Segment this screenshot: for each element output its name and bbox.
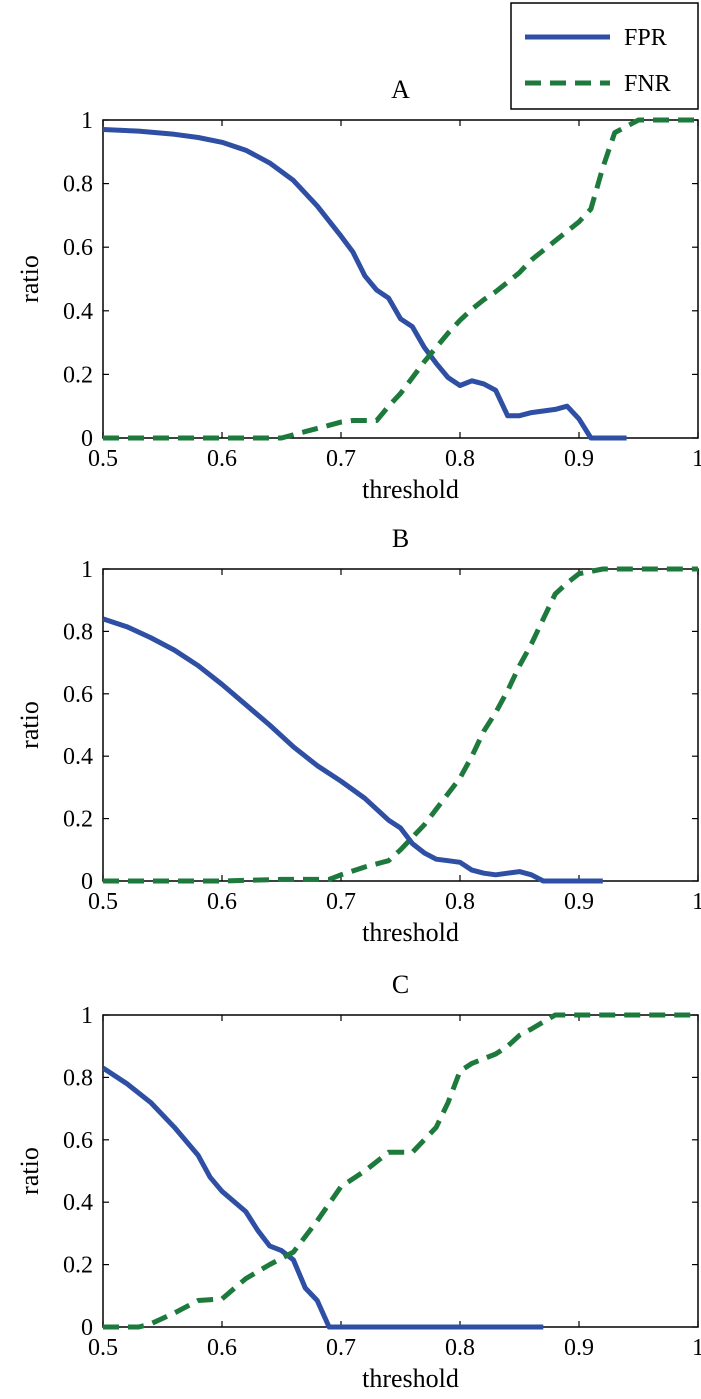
x-axis-label: threshold xyxy=(362,475,459,504)
x-tick-label: 0.5 xyxy=(88,1335,118,1361)
y-tick-label: 0.2 xyxy=(63,807,93,833)
legend-label-fnr: FNR xyxy=(624,71,671,97)
series-line-fnr xyxy=(103,566,698,884)
y-tick-label: 0.8 xyxy=(63,619,93,645)
series-line-fpr xyxy=(103,1065,544,1330)
x-tick-label: 0.5 xyxy=(88,446,118,472)
x-tick-label: 0.7 xyxy=(326,889,356,915)
panel-title: B xyxy=(392,524,409,553)
x-axis-label: threshold xyxy=(362,918,459,947)
y-tick-label: 0.6 xyxy=(63,1128,93,1154)
y-tick-label: 0.2 xyxy=(63,362,93,388)
chart-panel-b: 0.5 0.6 0.7 0.8 0.9 1 0 0.2 0.4 0.6 0.8 1 Bthreshold… xyxy=(15,524,701,947)
x-tick-label: 0.7 xyxy=(326,446,356,472)
x-tick-label: 1 xyxy=(692,446,701,472)
x-tick-label: 1 xyxy=(692,1335,701,1361)
plot-area-frame xyxy=(102,1014,699,1328)
x-tick-label: 0.6 xyxy=(207,889,237,915)
x-tick-label: 0.6 xyxy=(207,446,237,472)
y-tick-label: 1 xyxy=(81,557,93,583)
chart-panel-c: 0.5 0.6 0.7 0.8 0.9 1 0 0.2 0.4 0.6 0.8 1 Cthreshold… xyxy=(15,970,701,1393)
x-tick-label: 0.9 xyxy=(564,446,594,472)
y-tick-label: 0 xyxy=(81,426,93,452)
y-tick-label: 1 xyxy=(81,108,93,134)
x-tick-label: 0.9 xyxy=(564,1335,594,1361)
plot-area-frame xyxy=(102,568,699,882)
y-axis-label: ratio xyxy=(15,1147,44,1195)
y-tick-label: 0.8 xyxy=(63,172,93,198)
legend-label-fpr: FPR xyxy=(624,25,667,51)
y-tick-label: 0 xyxy=(81,869,93,895)
y-tick-label: 0.6 xyxy=(63,682,93,708)
series-line-fpr xyxy=(103,127,627,441)
y-tick-label: 0.4 xyxy=(63,299,93,325)
series-line-fpr xyxy=(103,616,603,884)
y-tick-label: 0 xyxy=(81,1315,93,1341)
x-tick-label: 0.8 xyxy=(445,889,475,915)
y-tick-label: 0.4 xyxy=(63,744,93,770)
y-tick-label: 0.6 xyxy=(63,235,93,261)
y-tick-label: 0.2 xyxy=(63,1253,93,1279)
chart-panel-a: 0.5 0.6 0.7 0.8 0.9 1 0 0.2 0.4 0.6 0.8 1 Athreshold… xyxy=(15,75,701,504)
y-tick-label: 1 xyxy=(81,1003,93,1029)
panel-title: A xyxy=(391,75,410,104)
y-tick-label: 0.8 xyxy=(63,1065,93,1091)
y-tick-label: 0.4 xyxy=(63,1190,93,1216)
x-tick-label: 1 xyxy=(692,889,701,915)
x-axis-label: threshold xyxy=(362,1364,459,1393)
x-tick-label: 0.9 xyxy=(564,889,594,915)
legend: FPR FNR xyxy=(510,2,699,110)
plot-area-frame xyxy=(102,119,699,439)
y-axis-label: ratio xyxy=(15,255,44,303)
legend-box xyxy=(510,2,699,110)
x-tick-label: 0.8 xyxy=(445,1335,475,1361)
y-axis-label: ratio xyxy=(15,701,44,749)
x-tick-label: 0.5 xyxy=(88,889,118,915)
panel-title: C xyxy=(392,970,409,999)
x-tick-label: 0.7 xyxy=(326,1335,356,1361)
x-tick-label: 0.8 xyxy=(445,446,475,472)
series-line-fnr xyxy=(103,117,698,441)
x-tick-label: 0.6 xyxy=(207,1335,237,1361)
series-line-fnr xyxy=(103,1012,698,1330)
